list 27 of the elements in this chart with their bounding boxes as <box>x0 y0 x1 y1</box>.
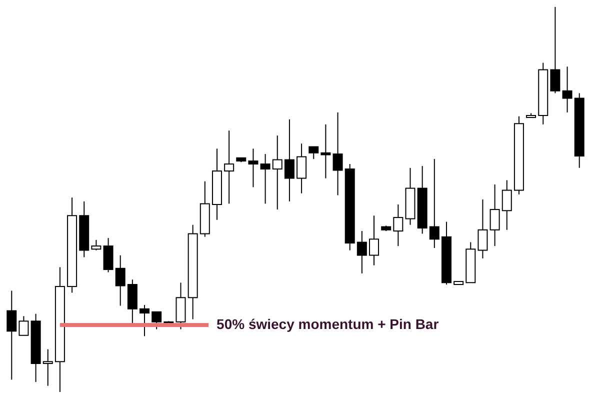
candlestick <box>260 154 270 204</box>
candlestick <box>103 237 114 273</box>
candlestick <box>224 130 234 204</box>
candlestick <box>356 230 367 274</box>
candlestick <box>562 66 572 113</box>
candlestick <box>272 135 282 210</box>
candlestick <box>320 124 331 179</box>
candlestick <box>91 239 102 251</box>
candlestick <box>152 311 162 330</box>
candlestick <box>42 348 53 386</box>
candlestick <box>369 215 380 266</box>
candlestick <box>115 254 126 306</box>
ref-line-label: 50% świecy momentum + Pin Bar <box>216 316 440 332</box>
candlestick <box>393 204 404 247</box>
candlestick <box>140 304 150 337</box>
candlestick <box>308 146 319 160</box>
candlestick <box>6 290 17 380</box>
candlestick <box>18 316 29 336</box>
candlestick <box>296 143 307 194</box>
candlestick <box>284 118 294 202</box>
candlestick <box>550 6 560 94</box>
candlestick <box>478 198 488 259</box>
candlestick <box>490 184 500 247</box>
candlestick <box>429 158 440 248</box>
candlestick <box>248 148 258 188</box>
candlestick <box>332 112 343 196</box>
candlestick <box>502 180 512 230</box>
